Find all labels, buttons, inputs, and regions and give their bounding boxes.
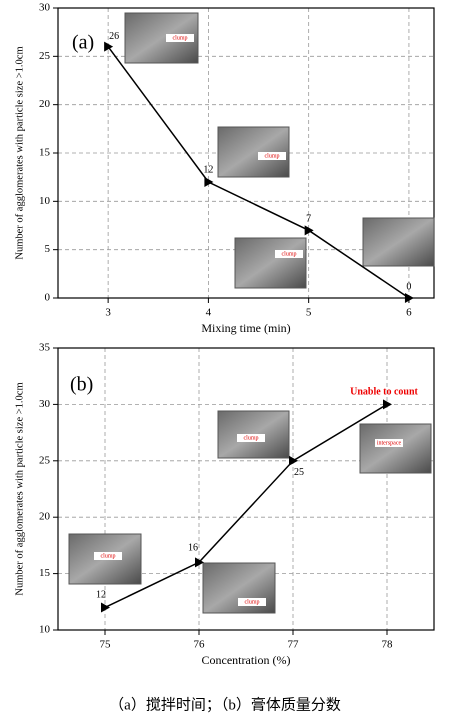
marker <box>104 41 114 52</box>
y-tick-label: 25 <box>39 454 51 466</box>
y-tick-label: 20 <box>39 98 51 110</box>
photo-inset <box>362 217 435 267</box>
caption: （a）搅拌时间；（b）膏体质量分数 <box>109 696 341 713</box>
y-axis-title: Number of agglomerates with particle siz… <box>14 382 25 595</box>
data-label: 26 <box>109 31 119 42</box>
data-label: 0 <box>406 281 411 292</box>
x-tick-label: 77 <box>288 639 300 651</box>
inset-label: clump <box>101 553 116 559</box>
x-tick-label: 78 <box>382 639 394 651</box>
x-tick-label: 6 <box>406 307 412 319</box>
panel-label: (b) <box>70 374 93 396</box>
y-tick-label: 15 <box>39 567 51 579</box>
inset-label-box <box>258 152 286 160</box>
x-axis-title: Concentration (%) <box>202 653 291 667</box>
y-axis-title: Number of agglomerates with particle siz… <box>14 46 25 259</box>
x-tick-label: 5 <box>306 307 312 319</box>
y-tick-label: 15 <box>39 147 51 159</box>
data-line <box>104 403 388 609</box>
inset-label-box <box>375 439 403 447</box>
inset-label: clump <box>265 153 280 159</box>
marker <box>383 399 392 410</box>
inset-label: interspace <box>377 440 402 446</box>
x-tick-label: 76 <box>194 639 206 651</box>
marker <box>101 602 110 613</box>
plot-frame <box>57 7 435 299</box>
x-tick-label: 4 <box>206 307 212 319</box>
inset-label-box <box>238 598 266 606</box>
y-tick-label: 30 <box>39 398 51 410</box>
y-tick-label: 35 <box>39 342 51 354</box>
annotation: Unable to count <box>350 386 418 397</box>
photo-inset <box>234 237 307 289</box>
inset-label-box <box>237 434 265 442</box>
y-tick-label: 30 <box>39 2 51 14</box>
y-tick-label: 25 <box>39 50 51 62</box>
inset-label-box <box>275 250 303 258</box>
inset-label-box <box>94 552 122 560</box>
marker <box>195 557 204 568</box>
marker <box>204 177 214 187</box>
marker <box>289 455 298 466</box>
x-tick-label: 75 <box>100 639 112 651</box>
inset-label: clump <box>173 35 188 41</box>
x-axis-title: Mixing time (min) <box>201 321 290 335</box>
marker <box>304 225 314 236</box>
photo-inset <box>359 423 432 474</box>
data-label: 7 <box>306 214 311 225</box>
inset-label: clump <box>244 435 259 441</box>
panel-label: (a) <box>72 32 94 54</box>
inset-label: clump <box>245 599 260 605</box>
y-tick-label: 5 <box>45 243 51 255</box>
marker <box>404 293 414 303</box>
data-label: 25 <box>294 467 304 478</box>
x-tick-label: 3 <box>105 307 111 319</box>
y-tick-label: 10 <box>39 624 51 636</box>
inset-label-box <box>166 34 194 42</box>
data-label: 16 <box>188 543 198 554</box>
plot-frame <box>57 347 435 631</box>
data-line <box>107 46 410 299</box>
y-tick-label: 20 <box>39 511 51 523</box>
y-tick-label: 0 <box>45 292 51 304</box>
data-label: 12 <box>203 164 213 175</box>
y-tick-label: 10 <box>39 195 51 207</box>
data-label: 12 <box>96 590 106 601</box>
inset-label: clump <box>282 251 297 257</box>
